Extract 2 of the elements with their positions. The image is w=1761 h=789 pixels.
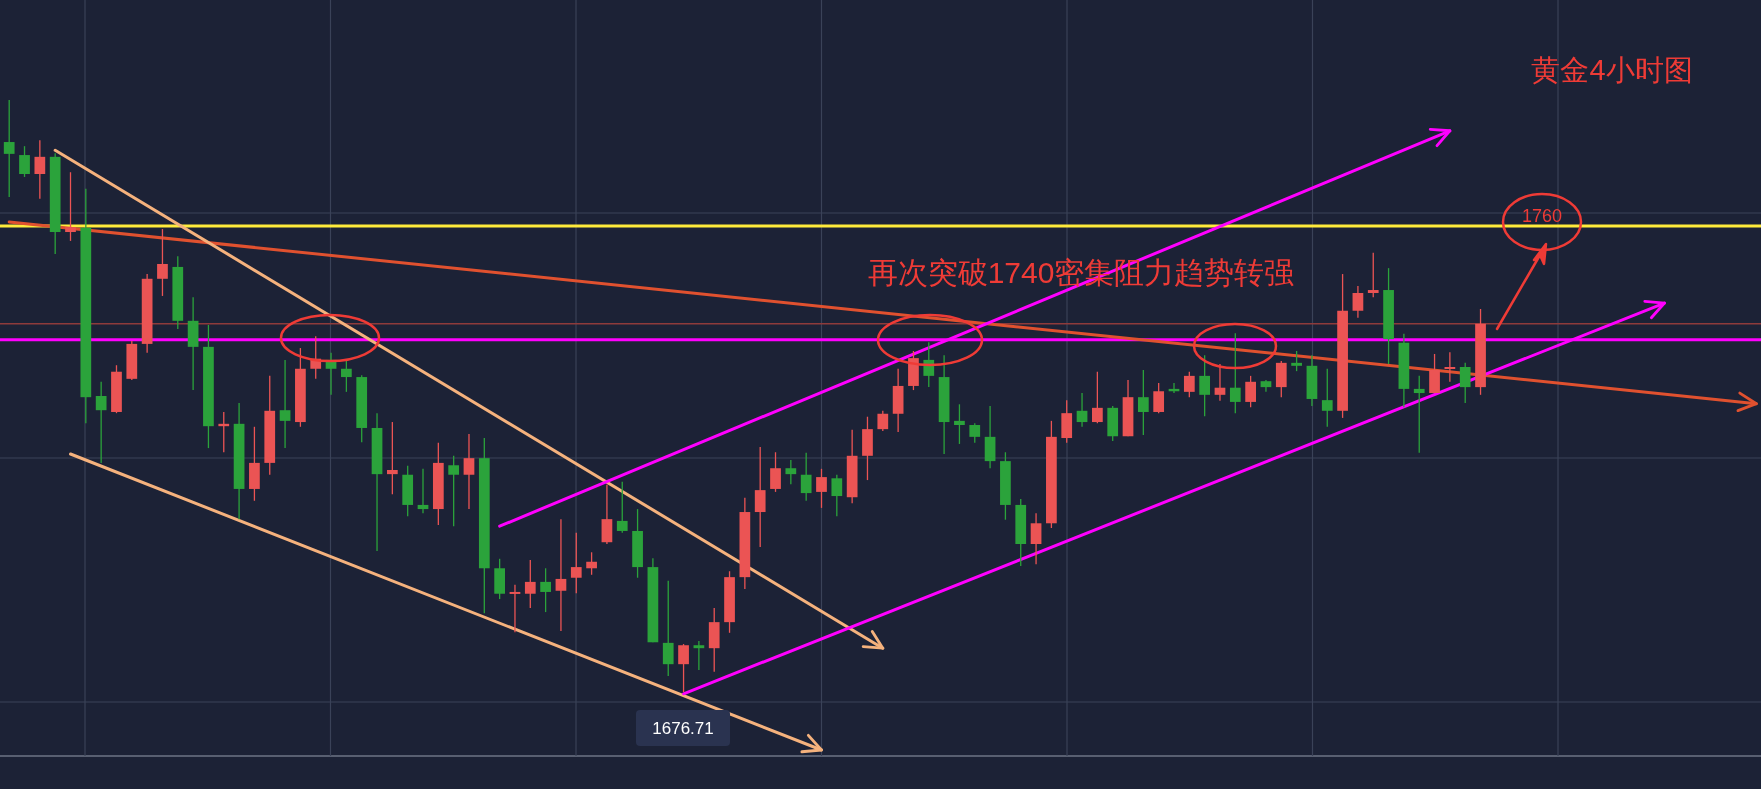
annotation: 1676.71: [652, 718, 714, 738]
title: 黄金4小时图: [1531, 54, 1693, 86]
